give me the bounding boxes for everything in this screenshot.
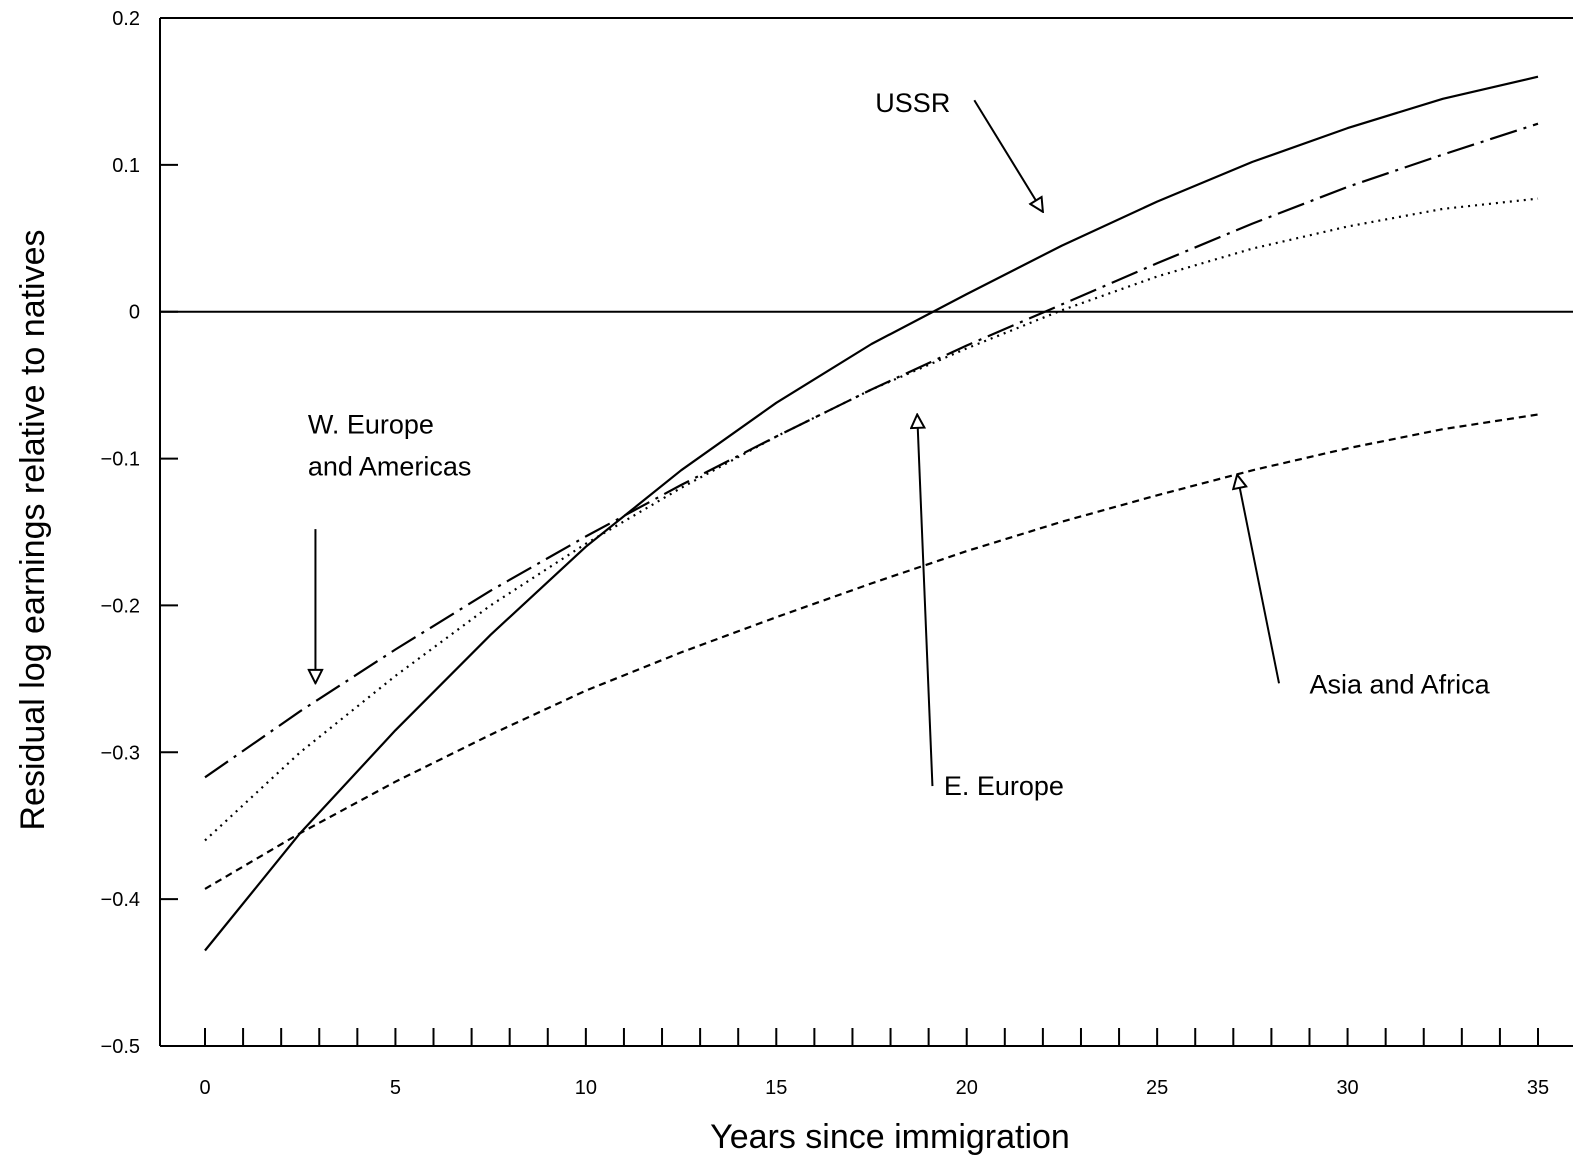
series-line-1 [204, 122, 1539, 779]
y-tick-label: −0.5 [101, 1036, 140, 1058]
annotation-arrow-2 [917, 415, 934, 787]
y-tick-label: 0.2 [112, 8, 140, 30]
y-tick-label: 0 [129, 302, 140, 324]
annotation-label-line: E. Europe [944, 771, 1064, 801]
x-tick-label: 0 [199, 1077, 210, 1099]
annotation-layer: USSR W. Europe and Americas E. Europe Asia a… [308, 88, 1491, 801]
series-line-2 [204, 197, 1539, 842]
y-tick-label: −0.4 [101, 889, 140, 911]
annotation-label-line: W. Europe [308, 410, 434, 440]
series-line-0 [204, 75, 1539, 952]
annotation-label-1: W. Europe and Americas [308, 410, 472, 482]
annotation-label-line: Asia and Africa [1309, 670, 1490, 700]
series-layer [204, 75, 1539, 952]
x-tick-label: 35 [1527, 1077, 1549, 1099]
x-tick-label: 5 [390, 1077, 401, 1099]
annotation-label-line: and Americas [308, 452, 472, 482]
annotation-label-line: USSR [875, 88, 950, 118]
y-tick-label: −0.2 [101, 595, 140, 617]
annotation-label-2: E. Europe [944, 771, 1064, 801]
annotation-arrow-3 [1237, 475, 1280, 684]
annotation-label-0: USSR [875, 88, 950, 118]
x-tick-label: 20 [956, 1077, 978, 1099]
series-line-3 [204, 413, 1539, 890]
x-axis: 0 5 10 15 20 25 30 35 [199, 1028, 1549, 1099]
y-tick-label: −0.3 [101, 742, 140, 764]
x-tick-label: 15 [765, 1077, 787, 1099]
y-tick-label: −0.1 [101, 449, 140, 471]
annotation-label-3: Asia and Africa [1309, 670, 1490, 700]
x-tick-label: 10 [575, 1077, 597, 1099]
plot-frame [159, 17, 1573, 1047]
y-tick-label: 0.1 [112, 155, 140, 177]
y-axis-title: Residual log earnings relative to native… [14, 229, 52, 830]
x-tick-label: 25 [1146, 1077, 1168, 1099]
y-axis: −0.5 −0.4 −0.3 −0.2 −0.1 0 0.1 0.2 [101, 8, 178, 1058]
x-tick-label: 30 [1336, 1077, 1358, 1099]
x-axis-title: Years since immigration [710, 1118, 1070, 1156]
annotation-arrow-0 [973, 99, 1043, 212]
